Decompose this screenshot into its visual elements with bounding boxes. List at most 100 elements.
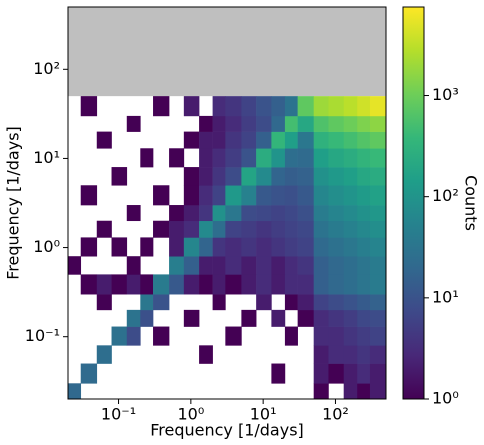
heatmap-cell — [199, 220, 213, 238]
heatmap-cell — [183, 131, 200, 149]
heatmap-cell — [225, 220, 242, 238]
heatmap-cell — [357, 167, 371, 186]
heatmap-cell — [328, 115, 344, 132]
heatmap-cell — [328, 309, 344, 327]
heatmap-cell — [169, 220, 185, 238]
heatmap-cell — [343, 96, 358, 117]
heatmap-cell — [225, 115, 242, 132]
heatmap-cell — [153, 294, 170, 311]
heatmap-cell — [126, 309, 141, 327]
heatmap-cell — [343, 363, 358, 384]
heatmap-cell — [284, 148, 298, 168]
heatmap-cell — [80, 96, 98, 117]
heatmap-cell — [271, 148, 286, 168]
x-tick-label: 10⁻¹ — [101, 405, 136, 424]
y-axis-label: Frequency [1/days] — [4, 126, 23, 280]
heatmap-cell — [212, 96, 226, 117]
heatmap-cell — [328, 205, 344, 222]
heatmap-cell — [169, 256, 185, 275]
colorbar-tick-label: 10² — [432, 186, 459, 205]
heatmap-cell — [212, 256, 226, 275]
heatmap-cell — [284, 185, 298, 206]
heatmap-cell — [225, 131, 242, 149]
heatmap-cell — [357, 237, 371, 257]
heatmap-cell — [357, 294, 371, 311]
heatmap-cell — [297, 205, 314, 222]
heatmap-cell — [313, 309, 329, 327]
heatmap-cell — [369, 309, 387, 327]
colorbar — [402, 6, 425, 400]
heatmap-cell — [369, 345, 387, 364]
heatmap-cell — [357, 148, 371, 168]
heatmap-cell — [369, 115, 387, 132]
heatmap-cell — [96, 131, 112, 149]
heatmap-cell — [271, 115, 286, 132]
heatmap-cell — [153, 326, 170, 346]
heatmap-cell — [225, 167, 242, 186]
heatmap-cell — [343, 256, 358, 275]
heatmap-cell — [328, 274, 344, 295]
heatmap-cell — [328, 363, 344, 384]
heatmap-cell — [357, 345, 371, 364]
heatmap-cell — [140, 309, 154, 327]
heatmap-cell — [96, 274, 112, 295]
colorbar-tick-label: 10⁰ — [432, 389, 459, 408]
heatmap-cell — [241, 96, 257, 117]
heatmap-cell — [357, 131, 371, 149]
heatmap-cell — [256, 220, 272, 238]
heatmap-cell — [369, 256, 387, 275]
heatmap-cell — [343, 148, 358, 168]
heatmap-cell — [284, 167, 298, 186]
heatmap-cell — [241, 148, 257, 168]
heatmap-cell — [313, 115, 329, 132]
colorbar-tick-label: 10³ — [432, 85, 459, 104]
heatmap-cell — [153, 185, 170, 206]
heatmap-cell — [297, 274, 314, 295]
heatmap-cell — [313, 345, 329, 364]
heatmap-cell — [169, 274, 185, 295]
heatmap-cell — [80, 363, 98, 384]
heatmap-cell — [328, 148, 344, 168]
heatmap-cell — [369, 363, 387, 384]
heatmap-cell — [369, 131, 387, 149]
heatmap-cell — [297, 167, 314, 186]
heatmap-cell — [212, 167, 226, 186]
heatmap-cell — [212, 274, 226, 295]
heatmap-cell — [297, 115, 314, 132]
colorbar-label: Counts — [462, 175, 481, 231]
heatmap-cell — [357, 326, 371, 346]
heatmap-cell — [199, 131, 213, 149]
heatmap-cell — [369, 274, 387, 295]
heatmap-cell — [284, 220, 298, 238]
heatmap-cell — [241, 237, 257, 257]
heatmap-cell — [328, 131, 344, 149]
heatmap-cell — [271, 131, 286, 149]
heatmap-cell — [328, 220, 344, 238]
heatmap-cell — [169, 237, 185, 257]
heatmap-cell — [297, 131, 314, 149]
y-tick-label: 10⁻¹ — [25, 326, 60, 345]
heatmap-cell — [343, 274, 358, 295]
heatmap-cell — [284, 96, 298, 117]
heatmap-cell — [313, 205, 329, 222]
heatmap-cell — [343, 115, 358, 132]
heatmap-cell — [153, 220, 170, 238]
heatmap-cell — [271, 363, 286, 384]
heatmap-cell — [297, 96, 314, 117]
y-tick-label: 10¹ — [33, 148, 60, 167]
heatmap-cell — [241, 309, 257, 327]
y-tick-label: 10² — [33, 59, 60, 78]
heatmap-cell — [80, 237, 98, 257]
heatmap-cell — [183, 167, 200, 186]
heatmap-cell — [126, 256, 141, 275]
heatmap-cell — [271, 256, 286, 275]
heatmap-cell — [241, 256, 257, 275]
heatmap-cell — [328, 237, 344, 257]
heatmap-cell — [126, 115, 141, 132]
heatmap-cell — [212, 115, 226, 132]
heatmap-cell — [271, 309, 286, 327]
heatmap-cell — [96, 345, 112, 364]
heatmap-cell — [256, 274, 272, 295]
heatmap-cell — [284, 205, 298, 222]
heatmap-cell — [111, 167, 128, 186]
